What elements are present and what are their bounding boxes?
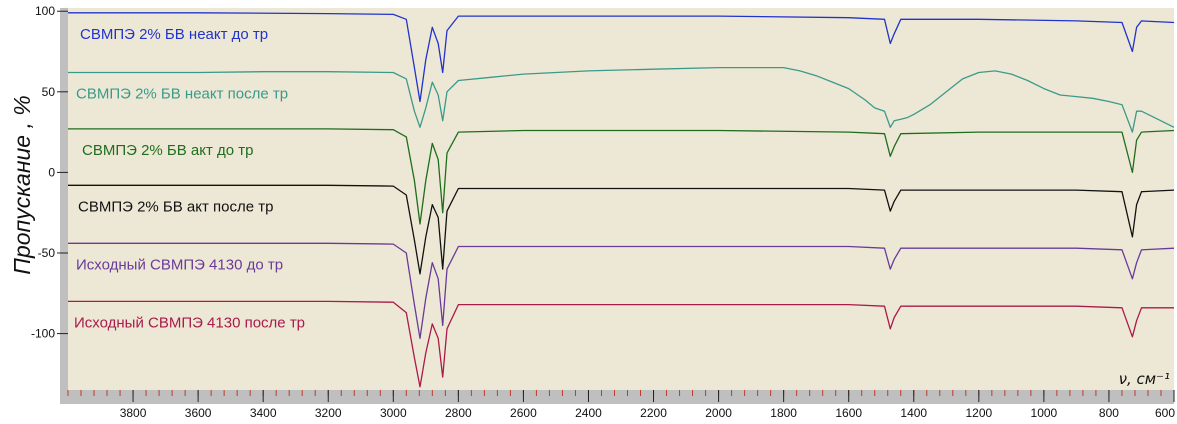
- x-tick-label-12: 1400: [900, 406, 927, 420]
- series-line-5: [68, 300, 1174, 388]
- series-labels: СВМПЭ 2% БВ неакт до тр СВМПЭ 2% БВ неакт…: [74, 26, 305, 332]
- spectra-series: [68, 12, 1175, 388]
- y-axis: 100 50 0 -50 -100: [31, 4, 68, 341]
- x-tick-label-14: 1000: [1031, 406, 1058, 420]
- series-label-2: СВМПЭ 2% БВ акт до тр: [82, 142, 254, 159]
- x-axis-unit-label: ν, см⁻¹: [1119, 370, 1170, 388]
- x-axis-gutter: [60, 390, 1174, 404]
- series-line-1: [68, 66, 1175, 133]
- series-line-4: [68, 242, 1175, 340]
- x-tick-label-7: 2400: [575, 406, 602, 420]
- y-tick-label-4: -100: [31, 327, 55, 341]
- series-label-4: Исходный СВМПЭ 4130 до тр: [76, 256, 283, 273]
- series-line-2: [68, 128, 1175, 225]
- x-tick-label-2: 3400: [250, 406, 277, 420]
- x-tick-label-11: 1600: [835, 406, 862, 420]
- y-tick-label-1: 50: [42, 85, 56, 99]
- series-label-1: СВМПЭ 2% БВ неакт после тр: [76, 85, 288, 102]
- x-tick-label-3: 3200: [315, 406, 342, 420]
- series-line-0: [68, 12, 1175, 103]
- x-tick-label-16: 600: [1155, 406, 1175, 420]
- x-tick-label-15: 800: [1099, 406, 1119, 420]
- series-label-5: Исходный СВМПЭ 4130 после тр: [74, 314, 305, 331]
- series-line-3: [68, 184, 1175, 275]
- series-label-3: СВМПЭ 2% БВ акт после тр: [78, 198, 273, 215]
- y-axis-title: Пропускание , %: [9, 95, 35, 274]
- series-label-0: СВМПЭ 2% БВ неакт до тр: [80, 26, 268, 43]
- y-tick-label-0: 100: [35, 4, 55, 18]
- x-tick-label-9: 2000: [705, 406, 732, 420]
- y-tick-label-3: -50: [38, 246, 56, 260]
- x-tick-label-4: 3000: [380, 406, 407, 420]
- x-tick-label-0: 3800: [120, 406, 147, 420]
- x-tick-label-8: 2200: [640, 406, 667, 420]
- x-tick-label-1: 3600: [185, 406, 212, 420]
- y-axis-gutter: [60, 8, 68, 404]
- x-tick-label-5: 2800: [445, 406, 472, 420]
- x-tick-label-10: 1800: [770, 406, 797, 420]
- y-tick-label-2: 0: [48, 165, 55, 179]
- x-tick-label-6: 2600: [510, 406, 537, 420]
- x-axis: 3800 3600 3400 3200 3000 2800 2600 2400 2200 2000…: [67, 390, 1175, 420]
- x-tick-label-13: 1200: [965, 406, 992, 420]
